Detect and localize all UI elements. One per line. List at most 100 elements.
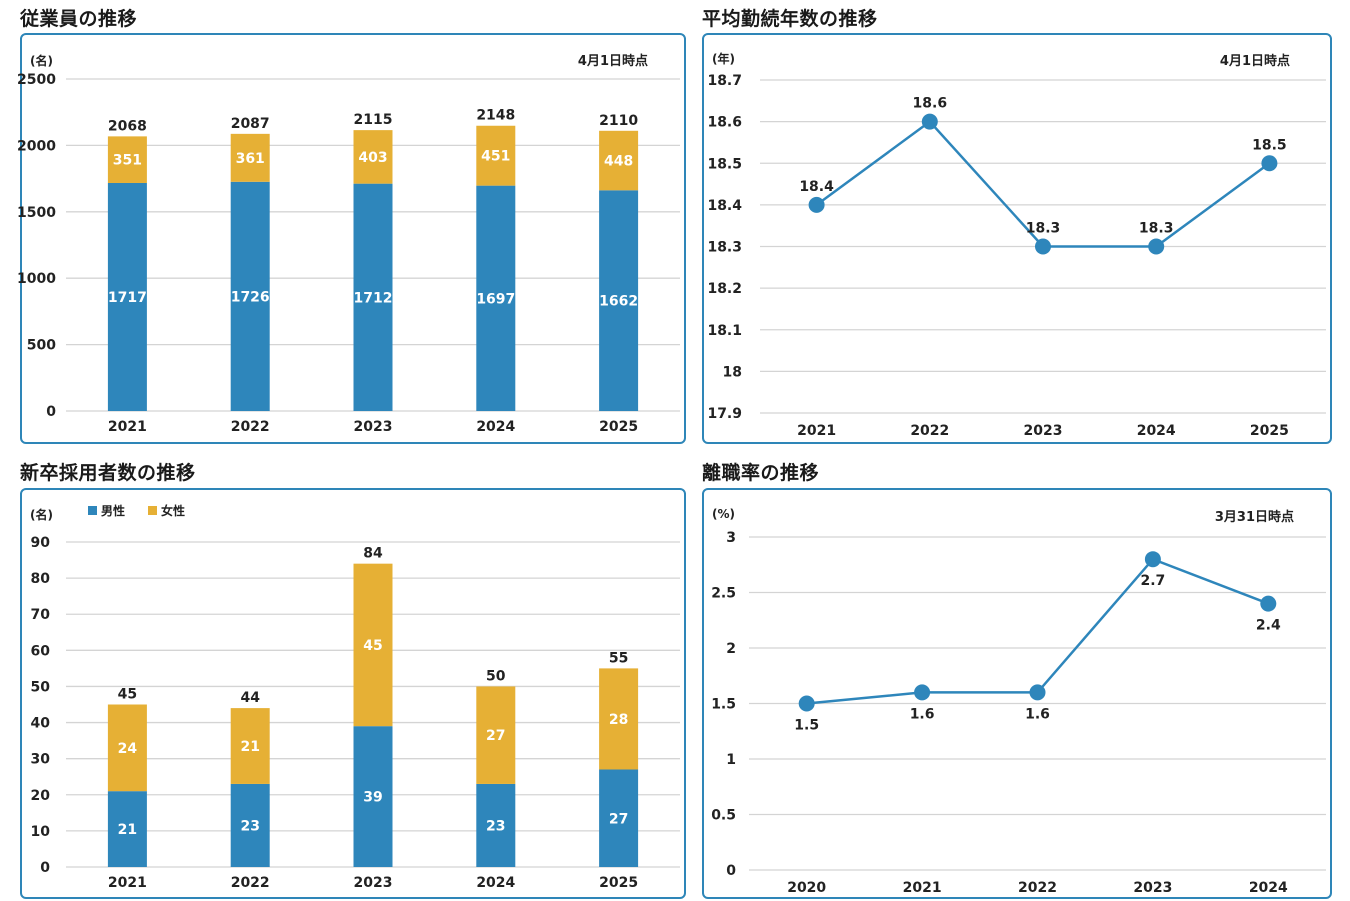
bar-male-value: 1726	[231, 289, 270, 305]
bar-male-value: 23	[486, 818, 505, 834]
data-point	[1035, 238, 1051, 255]
y-tick-label: 500	[27, 338, 56, 354]
data-label: 2.7	[1140, 573, 1165, 589]
x-tick-label: 2025	[599, 419, 638, 435]
bar-female	[353, 563, 393, 727]
tenure-chart-title: 平均勤続年数の推移	[702, 8, 878, 30]
y-tick-label: 0	[40, 860, 50, 876]
bar-male-value: 39	[363, 790, 382, 806]
newgrads-chart-panel: 0 10 20 30 40 50 60 70 80 90 (名) 21 24 45 2021 23 21 44 20…	[20, 488, 686, 899]
x-tick-label: 2023	[1133, 880, 1172, 896]
bar-total-value: 45	[118, 687, 137, 703]
x-tick-label: 2022	[231, 419, 270, 435]
bar-female-value: 24	[118, 741, 138, 757]
bar-female-value: 448	[604, 154, 633, 170]
data-label: 1.5	[794, 718, 819, 734]
data-label: 18.5	[1252, 137, 1287, 153]
data-point	[1260, 595, 1277, 612]
y-tick-label: 18.5	[707, 156, 742, 172]
bar-male	[353, 183, 393, 411]
bar-male	[230, 783, 270, 867]
y-axis-unit: (年)	[712, 51, 735, 66]
y-tick-label: 1000	[17, 271, 56, 287]
data-point	[1261, 155, 1278, 172]
bar-female-value: 28	[609, 712, 628, 728]
bar-male-value: 1712	[354, 290, 393, 306]
data-point	[1029, 684, 1046, 701]
y-tick-label: 2	[726, 641, 736, 657]
data-label: 18.6	[913, 96, 948, 112]
data-point	[914, 684, 931, 701]
x-tick-label: 2025	[599, 875, 638, 891]
y-tick-label: 80	[31, 571, 51, 587]
y-tick-label: 18.2	[707, 281, 742, 297]
y-axis-unit: (%)	[712, 507, 735, 521]
bar-male	[230, 181, 270, 411]
y-tick-label: 18.7	[707, 73, 742, 89]
data-point	[798, 695, 815, 712]
series-line	[806, 557, 1269, 705]
bar-female-value: 451	[481, 149, 510, 165]
bar-male-value: 1662	[599, 294, 638, 310]
bar-female	[599, 668, 639, 770]
tenure-chart: 17.9 18 18.1 18.2 18.3 18.4 18.5 18.6 18.7 (年) 4月1…	[707, 51, 1326, 439]
bar-male	[353, 726, 393, 867]
bar-female	[107, 704, 147, 792]
data-label: 18.3	[1139, 221, 1174, 237]
bar-female-value: 351	[113, 153, 142, 169]
data-label: 1.6	[1025, 706, 1050, 722]
date-note: 4月1日時点	[1220, 53, 1290, 69]
bar-total-value: 2110	[599, 113, 638, 129]
y-tick-label: 50	[31, 679, 51, 695]
x-tick-label: 2023	[1024, 423, 1063, 439]
y-tick-label: 18.3	[707, 240, 742, 256]
bar-female-value: 361	[236, 151, 265, 167]
x-tick-label: 2024	[1137, 423, 1176, 439]
y-tick-label: 18.1	[707, 323, 742, 339]
data-label: 2.4	[1256, 618, 1281, 634]
x-tick-label: 2023	[354, 875, 393, 891]
y-tick-label: 18.6	[707, 115, 742, 131]
employees-chart-title: 従業員の推移	[20, 8, 138, 30]
tenure-chart-panel: 17.9 18 18.1 18.2 18.3 18.4 18.5 18.6 18.7 (年) 4月1…	[702, 33, 1332, 444]
x-tick-label: 2024	[1249, 880, 1288, 896]
bar-female-value: 403	[358, 150, 387, 166]
legend-swatch-female	[148, 506, 157, 515]
bar-female-value: 21	[240, 739, 259, 755]
turnover-chart-panel: 0 0.5 1 1.5 2 2.5 3 (%) 3月31日時点 1.5 2020 1.6 2021 1.6…	[702, 488, 1332, 899]
bar-female	[476, 686, 516, 784]
bar-female	[230, 133, 270, 182]
y-tick-label: 18.4	[707, 198, 742, 214]
date-note: 4月1日時点	[578, 53, 648, 69]
x-tick-label: 2021	[108, 875, 147, 891]
x-tick-label: 2024	[476, 875, 515, 891]
y-tick-label: 1500	[17, 205, 56, 221]
bar-female-value: 27	[486, 728, 505, 744]
employees-chart: 0 500 1000 1500 2000 2500 (名) 4月1日時点 1717 351 2068…	[17, 53, 680, 435]
bar-female	[476, 125, 516, 186]
bar-total-value: 50	[486, 668, 506, 684]
y-tick-label: 90	[31, 535, 51, 551]
x-tick-label: 2025	[1250, 423, 1289, 439]
y-tick-label: 18	[723, 364, 742, 380]
x-tick-label: 2022	[1018, 880, 1057, 896]
data-label: 18.4	[799, 179, 834, 195]
x-tick-label: 2022	[231, 875, 270, 891]
legend-swatch-male	[88, 506, 97, 515]
data-point	[1148, 238, 1165, 255]
data-point	[1144, 551, 1161, 568]
y-tick-label: 2500	[17, 72, 56, 88]
data-point	[808, 196, 825, 213]
y-tick-label: 60	[31, 643, 51, 659]
y-tick-label: 40	[31, 716, 51, 732]
bar-male-value: 21	[118, 822, 137, 838]
bar-total-value: 44	[240, 690, 260, 706]
bar-female	[230, 708, 270, 784]
y-tick-label: 0	[726, 863, 736, 879]
x-tick-label: 2023	[354, 419, 393, 435]
newgrads-chart-title: 新卒採用者数の推移	[20, 462, 196, 484]
y-tick-label: 1	[726, 752, 736, 768]
bar-male	[107, 791, 147, 867]
bar-female-value: 45	[363, 638, 382, 654]
y-axis-unit: (名)	[30, 53, 53, 68]
